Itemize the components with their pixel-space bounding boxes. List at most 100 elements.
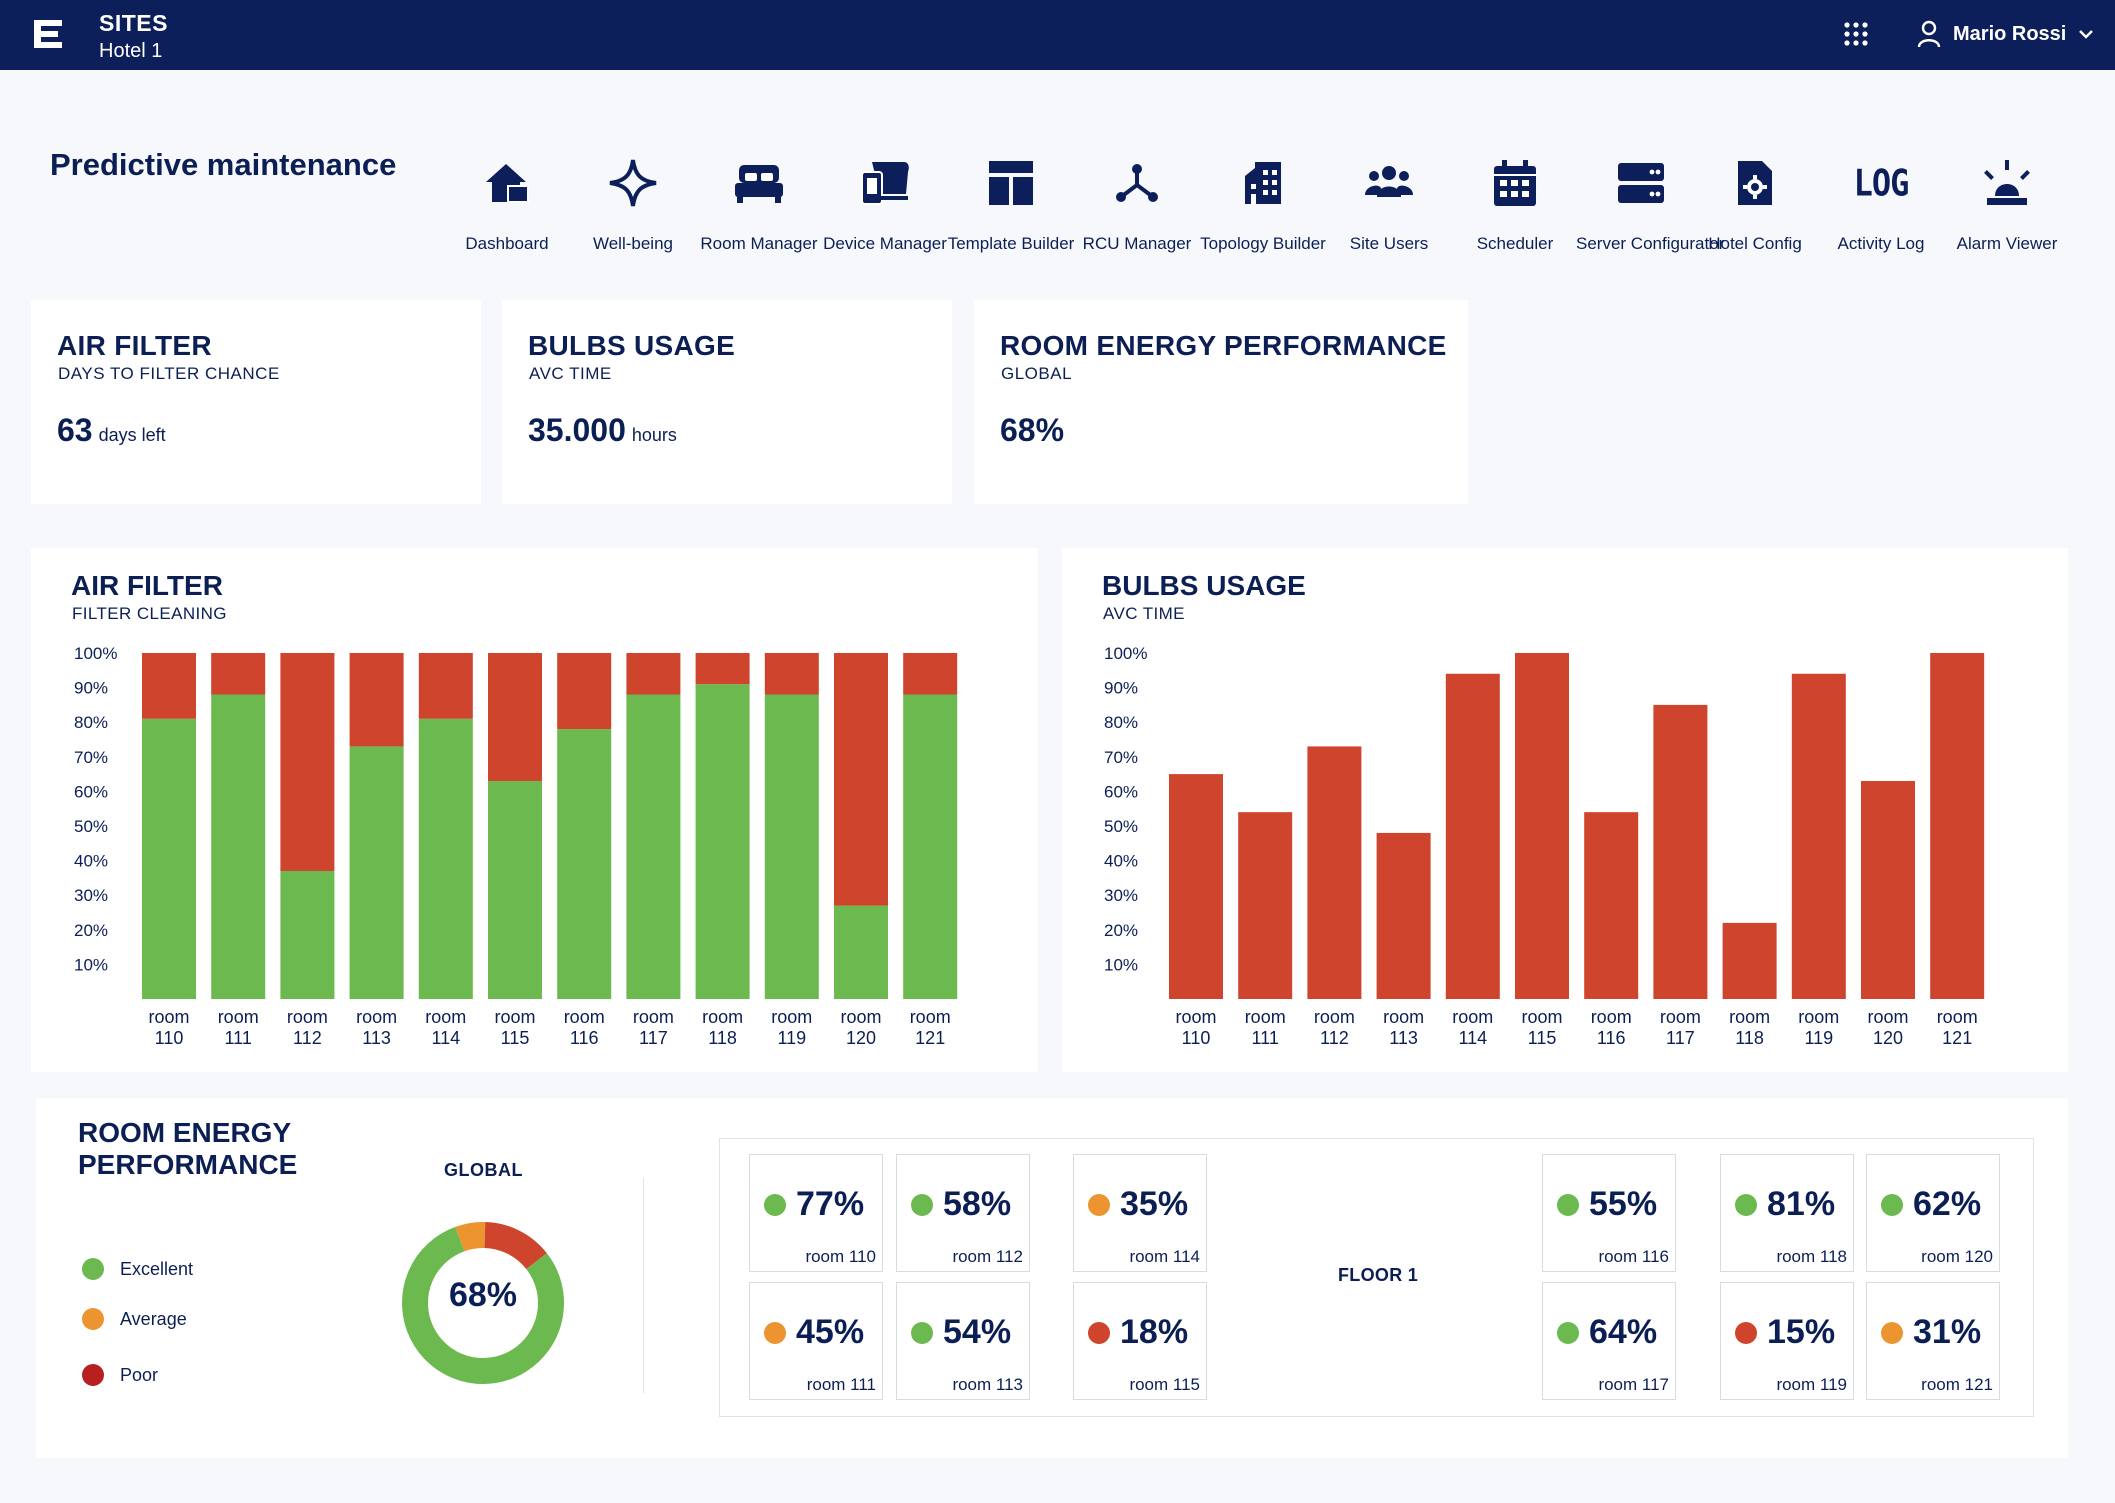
room-tile[interactable]: 31% room 121 [1866, 1282, 2000, 1400]
bar-segment-ok[interactable] [557, 729, 612, 999]
kpi-title: BULBS USAGE [528, 330, 736, 361]
nav-scheduler[interactable]: Scheduler [1450, 148, 1580, 254]
user-menu[interactable]: Mario Rossi [1917, 20, 2094, 48]
room-tile[interactable]: 15% room 119 [1720, 1282, 1854, 1400]
room-name: room 120 [1921, 1247, 1993, 1266]
bar-segment-due[interactable] [764, 653, 819, 695]
bar-segment-ok[interactable] [142, 718, 196, 999]
status-dot [1881, 1193, 1903, 1216]
room-tile[interactable]: 58% room 112 [896, 1154, 1030, 1272]
room-tile[interactable]: 81% room 118 [1720, 1154, 1854, 1272]
donut-slice-average[interactable] [455, 1222, 486, 1252]
x-tick-label: room [1937, 1007, 1978, 1027]
nav-rcu-manager[interactable]: RCU Manager [1072, 148, 1202, 254]
bar-segment-due[interactable] [626, 653, 681, 695]
donut-slice-poor[interactable] [483, 1222, 547, 1270]
bar[interactable] [1791, 673, 1846, 999]
nav-activity-log[interactable]: LOG Activity Log [1816, 148, 1946, 254]
room-score-value: 18% [1120, 1313, 1189, 1351]
y-tick-label: 100% [74, 644, 117, 663]
donut-center-value: 68% [448, 1276, 518, 1314]
bar[interactable] [1169, 774, 1223, 999]
bar-segment-ok[interactable] [626, 694, 681, 999]
kpi-card-air-filter: AIR FILTER DAYS TO FILTER CHANCE 63 days … [31, 300, 481, 504]
bar[interactable] [1653, 704, 1708, 999]
bar-segment-due[interactable] [418, 653, 473, 719]
nav-label: Activity Log [1837, 234, 1925, 253]
air-filter-chart: 100%90%80%70%60%50%40%30%20%10%room110ro… [74, 644, 958, 1048]
room-tile[interactable]: 18% room 115 [1073, 1282, 1207, 1400]
bar-segment-due[interactable] [142, 653, 196, 719]
x-tick-label: room [1729, 1007, 1770, 1027]
bar[interactable] [1376, 832, 1431, 999]
bar[interactable] [1584, 812, 1639, 999]
y-tick-label: 60% [1104, 782, 1138, 801]
network-icon [1116, 164, 1158, 202]
bar-segment-ok[interactable] [695, 684, 750, 999]
room-tile[interactable]: 45% room 111 [749, 1282, 883, 1400]
room-tile[interactable]: 55% room 116 [1542, 1154, 1676, 1272]
bar-segment-ok[interactable] [280, 870, 335, 999]
nav-well-being[interactable]: Well-being [568, 148, 698, 254]
room-tile[interactable]: 62% room 120 [1866, 1154, 2000, 1272]
x-tick-label: 114 [431, 1028, 460, 1048]
legend-average: Average [82, 1308, 187, 1330]
room-score: 81% [1735, 1185, 1835, 1224]
room-name: room 117 [1598, 1375, 1669, 1394]
bar-segment-due[interactable] [834, 653, 888, 906]
room-score: 35% [1088, 1185, 1188, 1224]
bar[interactable] [1861, 781, 1915, 999]
top-bar: SITES Hotel 1 Mario Rossi [0, 0, 2115, 70]
bar[interactable] [1722, 922, 1777, 999]
bar[interactable] [1930, 653, 1985, 999]
floor-label: FLOOR 1 [1338, 1265, 1419, 1285]
nav-template-builder[interactable]: Template Builder [946, 148, 1076, 254]
nav-topology-builder[interactable]: Topology Builder [1198, 148, 1328, 254]
bar-segment-ok[interactable] [764, 694, 819, 999]
grid-apps-icon[interactable] [1843, 21, 1869, 47]
status-dot [764, 1321, 786, 1344]
nav-device-manager[interactable]: Device Manager [820, 148, 950, 254]
bar-segment-due[interactable] [488, 653, 542, 782]
bar-segment-ok[interactable] [488, 781, 542, 999]
bar-segment-due[interactable] [903, 653, 958, 695]
donut-slice-excellent[interactable] [402, 1226, 564, 1384]
bar[interactable] [1515, 653, 1569, 999]
room-tile[interactable]: 64% room 117 [1542, 1282, 1676, 1400]
bar[interactable] [1238, 812, 1293, 999]
nav-label: Device Manager [823, 234, 947, 253]
nav-site-users[interactable]: Site Users [1324, 148, 1454, 254]
bar[interactable] [1445, 673, 1500, 999]
bar-segment-due[interactable] [349, 653, 404, 747]
bar-segment-due[interactable] [557, 653, 612, 730]
kpi-title: AIR FILTER [57, 330, 212, 361]
x-tick-label: 112 [293, 1028, 322, 1048]
chevron-down-icon[interactable] [2078, 28, 2094, 40]
room-tile[interactable]: 35% room 114 [1073, 1154, 1207, 1272]
calendar-icon [1494, 160, 1536, 206]
bar-segment-ok[interactable] [349, 746, 404, 999]
bar-segment-due[interactable] [211, 653, 266, 695]
bar-segment-due[interactable] [280, 653, 335, 871]
room-tile[interactable]: 77% room 110 [749, 1154, 883, 1272]
room-name: room 115 [1129, 1375, 1200, 1394]
bar-segment-ok[interactable] [418, 718, 473, 999]
y-tick-label: 50% [74, 817, 108, 836]
kpi-card-bulbs-usage: BULBS USAGE AVC TIME 35.000 hours [502, 300, 952, 504]
bar[interactable] [1307, 746, 1362, 999]
status-dot [1735, 1193, 1757, 1216]
room-tile[interactable]: 54% room 113 [896, 1282, 1030, 1400]
brand-e-logo[interactable] [30, 16, 66, 52]
nav-room-manager[interactable]: Room Manager [694, 148, 824, 254]
bar-segment-due[interactable] [695, 653, 750, 685]
room-name: room 113 [952, 1375, 1023, 1394]
bar-segment-ok[interactable] [211, 694, 266, 999]
nav-dashboard[interactable]: Dashboard [442, 148, 572, 254]
bar-segment-ok[interactable] [834, 905, 888, 999]
site-selector[interactable]: SITES Hotel 1 [99, 10, 168, 63]
nav-server-configurator[interactable]: Server Configurator [1576, 148, 1724, 254]
bar-segment-ok[interactable] [903, 694, 958, 999]
nav-alarm-viewer[interactable]: Alarm Viewer [1942, 148, 2072, 254]
y-tick-label: 90% [1104, 679, 1138, 698]
nav-hotel-config[interactable]: Hotel Config [1690, 148, 1820, 254]
